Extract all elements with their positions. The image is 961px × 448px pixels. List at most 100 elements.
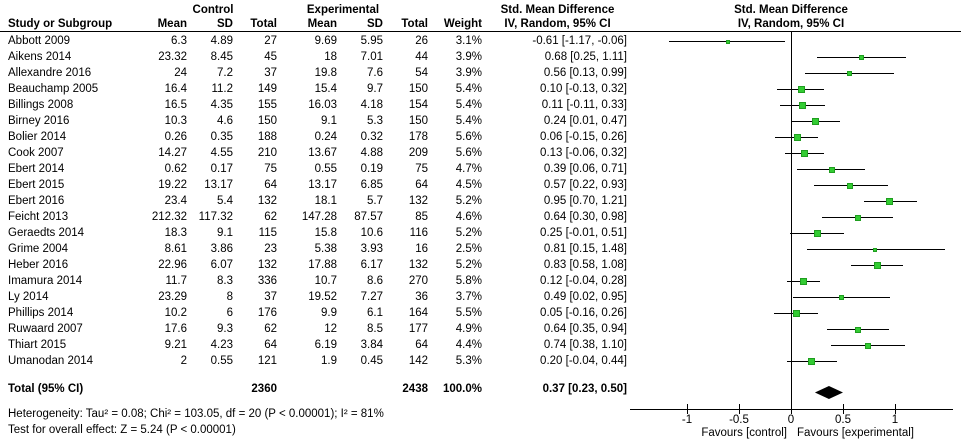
control-total-header: Total [250, 18, 277, 30]
study-weight: 4.4% [455, 339, 482, 351]
study-row: Allexandre 2016 24 7.2 37 19.8 7.6 54 3.9% 0.56 … [0, 65, 630, 81]
experimental-total: 132 [408, 259, 428, 271]
study-name: Thiart 2015 [8, 339, 67, 351]
experimental-total: 36 [415, 291, 428, 303]
experimental-sd: 6.85 [360, 179, 383, 191]
study-ci-text: 0.57 [0.22, 0.93] [543, 179, 627, 191]
experimental-sd: 3.93 [360, 243, 383, 255]
study-row: Birney 2016 10.3 4.6 150 9.1 5.3 150 5.4% 0.24 [… [0, 113, 630, 129]
axis-tick-label: 1 [891, 414, 899, 426]
control-total: 188 [257, 131, 277, 143]
control-sd: 11.2 [211, 83, 233, 95]
experimental-sd: 0.45 [360, 355, 383, 367]
control-sd: 4.89 [210, 35, 233, 47]
control-sd: 8 [226, 291, 233, 303]
smd-plot-subtitle: IV, Random, 95% CI [737, 18, 845, 30]
experimental-mean: 0.24 [314, 131, 337, 143]
effect-marker [793, 134, 801, 141]
study-ci-text: -0.61 [-1.17, -0.06] [532, 35, 627, 47]
experimental-sd: 5.7 [367, 195, 383, 207]
control-sd: 4.35 [210, 99, 233, 111]
effect-marker [725, 39, 730, 44]
study-row: Ebert 2014 0.62 0.17 75 0.55 0.19 75 4.7% 0.39 [… [0, 161, 630, 177]
effect-marker [828, 166, 835, 173]
experimental-sd: 87.57 [354, 211, 383, 223]
study-row: Billings 2008 16.5 4.35 155 16.03 4.18 154 5.4%… [0, 97, 630, 113]
control-mean: 16.4 [164, 83, 187, 95]
effect-marker [792, 310, 800, 317]
study-weight: 2.5% [455, 243, 482, 255]
study-row: Thiart 2015 9.21 4.23 64 6.19 3.84 64 4.4% 0.74 … [0, 337, 630, 353]
header-separator-line [0, 31, 961, 32]
control-total: 132 [257, 195, 277, 207]
total-label: Total (95% CI) [8, 383, 84, 395]
control-mean: 6.3 [171, 35, 187, 47]
axis-tick-label: 0.5 [835, 414, 851, 426]
control-mean: 23.4 [164, 195, 187, 207]
experimental-total: 16 [415, 243, 428, 255]
experimental-mean-header: Mean [307, 18, 337, 30]
study-ci-text: 0.64 [0.35, 0.94] [543, 323, 627, 335]
experimental-total: 116 [409, 227, 428, 239]
study-ci-text: 0.25 [-0.01, 0.51] [540, 227, 627, 239]
experimental-mean: 16.03 [308, 99, 337, 111]
effect-marker [812, 118, 820, 125]
experimental-mean: 147.28 [301, 211, 337, 223]
control-mean: 18.3 [164, 227, 187, 239]
study-ci-text: 0.49 [0.02, 0.95] [543, 291, 627, 303]
study-weight: 5.2% [455, 227, 482, 239]
study-weight: 3.9% [455, 67, 482, 79]
experimental-sd: 3.84 [360, 339, 383, 351]
total-ci-text: 0.37 [0.23, 0.50] [542, 383, 627, 395]
study-weight: 3.7% [455, 291, 482, 303]
study-name: Imamura 2014 [8, 275, 83, 287]
heterogeneity-stats: Heterogeneity: Tau² = 0.08; Chi² = 103.0… [8, 408, 384, 420]
study-name: Ebert 2016 [8, 195, 65, 207]
experimental-sd-header: SD [367, 18, 383, 30]
effect-marker [886, 198, 894, 205]
experimental-mean: 5.38 [314, 243, 337, 255]
study-name: Cook 2007 [8, 147, 64, 159]
study-row: Beauchamp 2005 16.4 11.2 149 15.4 9.7 150 5.4% 0… [0, 81, 630, 97]
favours-control-label: Favours [control] [701, 427, 787, 439]
control-sd: 6.07 [210, 259, 233, 271]
control-mean: 24 [174, 67, 187, 79]
study-weight: 4.9% [455, 323, 482, 335]
study-name: Ebert 2014 [8, 163, 65, 175]
experimental-sd: 9.7 [367, 83, 383, 95]
control-total: 62 [264, 211, 277, 223]
axis-tick [791, 404, 792, 414]
study-row: Geraedts 2014 18.3 9.1 115 15.8 10.6 116 5.2% 0.… [0, 225, 630, 241]
study-row: Aikens 2014 23.32 8.45 45 18 7.01 44 3.9% 0.68 [… [0, 49, 630, 65]
column-header-row: Study or Subgroup Mean SD Total Mean SD … [0, 17, 630, 31]
control-sd: 7.2 [217, 67, 233, 79]
control-sd: 3.86 [210, 243, 233, 255]
control-sd: 0.17 [210, 163, 233, 175]
experimental-mean: 0.55 [314, 163, 337, 175]
effect-marker [873, 247, 878, 252]
axis-tick-label: 0 [787, 414, 795, 426]
experimental-total: 209 [408, 147, 428, 159]
study-weight: 3.1% [455, 35, 482, 47]
control-mean: 212.32 [151, 211, 187, 223]
experimental-mean: 10.7 [314, 275, 337, 287]
study-ci-text: 0.95 [0.70, 1.21] [543, 195, 627, 207]
study-ci-text: 0.74 [0.38, 1.10] [543, 339, 627, 351]
control-total: 150 [257, 115, 277, 127]
control-mean: 19.22 [158, 179, 187, 191]
control-total: 336 [257, 275, 277, 287]
experimental-mean: 1.9 [321, 355, 337, 367]
control-mean-header: Mean [157, 18, 187, 30]
control-sd: 4.6 [217, 115, 233, 127]
study-weight: 5.4% [455, 83, 482, 95]
study-ci-text: 0.12 [-0.04, 0.28] [540, 275, 627, 287]
smd-column-title: Std. Mean Difference [500, 4, 615, 16]
effect-marker [854, 326, 861, 333]
effect-marker [873, 262, 881, 269]
effect-marker [847, 182, 854, 189]
experimental-group-header: Experimental [306, 4, 380, 16]
study-ci-text: 0.64 [0.30, 0.98] [543, 211, 627, 223]
experimental-total: 142 [408, 355, 428, 367]
control-sd: 6 [226, 307, 233, 319]
